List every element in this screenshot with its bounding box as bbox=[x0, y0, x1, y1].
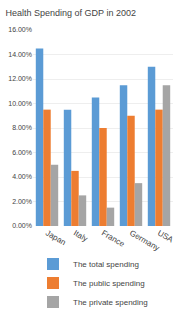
svg-text:Japan: Japan bbox=[44, 228, 67, 247]
svg-text:0.00%: 0.00% bbox=[12, 222, 32, 229]
svg-text:6.00%: 6.00% bbox=[12, 149, 32, 156]
svg-text:2.00%: 2.00% bbox=[12, 198, 32, 205]
svg-text:The total spending: The total spending bbox=[73, 260, 139, 269]
svg-text:Health Spending of GDP in 2002: Health Spending of GDP in 2002 bbox=[5, 8, 135, 18]
svg-text:10.00%: 10.00% bbox=[8, 100, 32, 107]
svg-text:France: France bbox=[100, 228, 127, 249]
svg-text:The private spending: The private spending bbox=[73, 298, 148, 307]
svg-text:The public spending: The public spending bbox=[73, 279, 145, 288]
svg-text:14.00%: 14.00% bbox=[8, 51, 32, 58]
svg-text:Germany: Germany bbox=[128, 228, 161, 252]
svg-text:12.00%: 12.00% bbox=[8, 75, 32, 82]
svg-text:16.00%: 16.00% bbox=[8, 26, 32, 33]
svg-text:Italy: Italy bbox=[72, 228, 89, 243]
svg-text:4.00%: 4.00% bbox=[12, 173, 32, 180]
svg-text:USA: USA bbox=[156, 228, 175, 244]
svg-text:8.00%: 8.00% bbox=[12, 124, 32, 131]
